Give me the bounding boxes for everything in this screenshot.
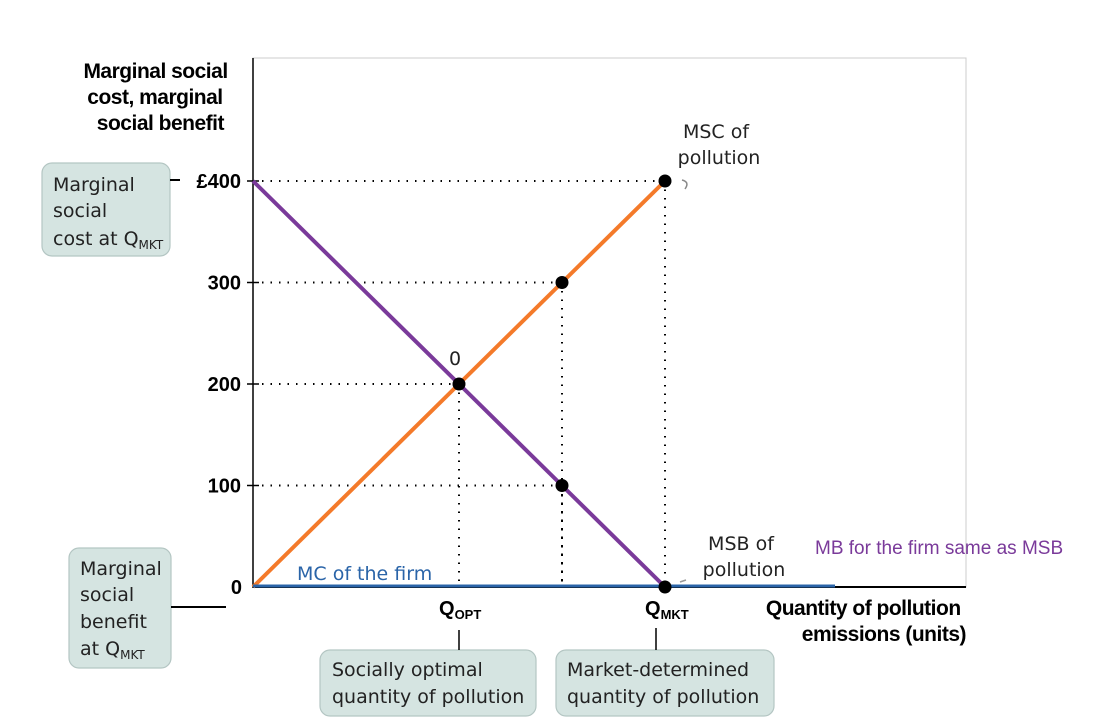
intersection-label: 0	[449, 348, 461, 370]
y-tick-label: 300	[208, 273, 241, 295]
box-msc-at-qmkt: Marginal social cost at QMKT	[41, 162, 171, 257]
data-point	[452, 377, 466, 391]
msb-pointer	[679, 579, 687, 583]
plot-frame	[252, 57, 967, 588]
msb-label: MSB of pollution	[703, 533, 786, 581]
msc-label: MSC of pollution	[678, 121, 761, 169]
box-msb-at-qmkt: Marginal social benefit at QMKT	[68, 547, 172, 669]
box-market-quantity: Market-determined quantity of pollution	[555, 649, 775, 717]
data-point	[555, 276, 569, 289]
mc-firm-label: MC of the firm	[297, 563, 432, 585]
y-tick-label: 0	[231, 577, 242, 599]
x-axis-title: Quantity of pollution emissions (units)	[766, 597, 966, 646]
y-tick-label: £400	[197, 171, 242, 193]
y-axis-title: Marginal social cost, marginal social be…	[83, 60, 233, 135]
x-tick-label: QOPT	[439, 598, 481, 622]
data-point	[658, 174, 672, 188]
box-optimal-quantity: Socially optimal quantity of pollution	[319, 649, 537, 717]
curve-msc-of-pollution	[251, 179, 667, 589]
curve-msb-of-pollution	[251, 179, 667, 589]
data-point	[658, 580, 672, 594]
msc-pointer	[681, 179, 688, 190]
y-tick-label: 200	[208, 374, 241, 396]
data-point	[555, 479, 569, 492]
mb-firm-note: MB for the firm same as MSB	[815, 538, 1063, 559]
y-tick-label: 100	[208, 476, 241, 498]
x-tick-label: QMKT	[645, 598, 689, 622]
